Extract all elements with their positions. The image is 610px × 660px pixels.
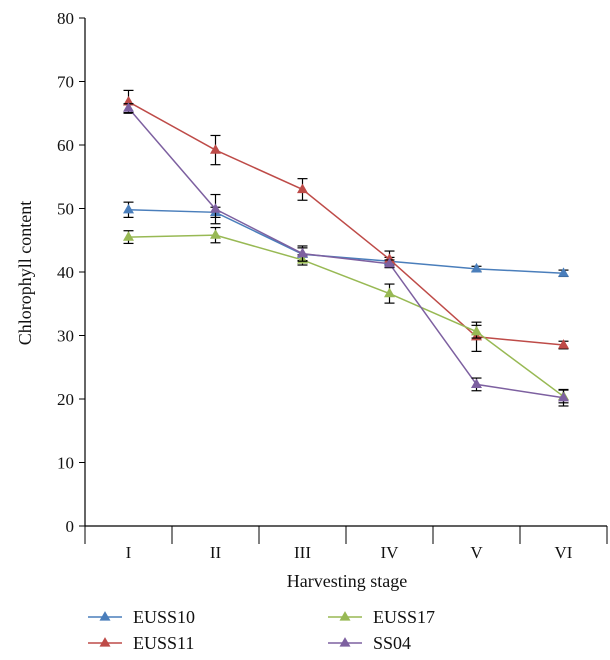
data-point-ss04 — [471, 378, 482, 389]
x-tick-label: I — [126, 543, 132, 562]
legend-marker — [99, 611, 111, 621]
data-point-ss04 — [123, 102, 134, 112]
data-point-euss10 — [123, 203, 134, 214]
legend-item-euss10: EUSS10 — [88, 607, 195, 627]
series-line-euss11 — [128, 101, 564, 346]
series-line-euss10 — [128, 209, 564, 275]
y-tick-label: 80 — [57, 9, 74, 28]
y-tick-label: 40 — [57, 263, 74, 282]
data-point-euss10 — [558, 267, 569, 277]
data-point-euss10 — [471, 262, 482, 273]
data-point-euss11 — [297, 183, 308, 194]
y-tick-label: 0 — [66, 517, 75, 536]
data-point-ss04 — [210, 203, 221, 213]
x-tick-label: IV — [381, 543, 400, 562]
legend-item-euss11: EUSS11 — [88, 633, 194, 653]
data-point-euss17 — [210, 229, 221, 239]
series-line-euss17 — [128, 234, 564, 398]
x-tick-label: III — [294, 543, 311, 562]
y-tick-label: 70 — [57, 73, 74, 92]
legend-marker — [99, 637, 111, 647]
data-point-ss04 — [384, 257, 395, 268]
legend-label: EUSS10 — [133, 607, 195, 627]
series-line-ss04 — [127, 107, 564, 399]
series-euss17 — [123, 226, 569, 404]
y-tick-label: 50 — [57, 200, 74, 219]
data-point-ss04 — [558, 391, 569, 402]
series-ss04 — [123, 102, 569, 407]
series-euss10 — [123, 201, 569, 278]
data-point-euss17 — [384, 287, 395, 298]
y-tick-label: 20 — [57, 390, 74, 409]
x-tick-label: VI — [555, 543, 573, 562]
y-axis-title: Chlorophyll content — [15, 201, 35, 345]
series-euss11 — [123, 89, 569, 352]
x-tick-label: II — [210, 543, 222, 562]
legend-marker — [339, 611, 351, 621]
data-point-euss11 — [558, 339, 569, 349]
data-point-ss04 — [297, 247, 308, 258]
data-point-euss17 — [123, 231, 134, 241]
legend-label: EUSS17 — [373, 607, 435, 627]
legend-item-euss17: EUSS17 — [328, 607, 435, 627]
series-layer — [123, 89, 569, 407]
legend-item-ss04: SS04 — [328, 633, 411, 653]
data-point-euss11 — [210, 144, 221, 154]
data-point-euss11 — [123, 95, 134, 106]
y-tick-label: 10 — [57, 454, 74, 473]
legend-marker — [339, 637, 351, 647]
legend-label: EUSS11 — [133, 633, 194, 653]
data-point-euss17 — [471, 325, 482, 336]
legend-label: SS04 — [373, 633, 411, 653]
x-tick-label: V — [470, 543, 483, 562]
legend: EUSS10 EUSS17 EUSS11 SS04 — [88, 607, 435, 653]
y-tick-label: 60 — [57, 136, 74, 155]
y-tick-label: 30 — [57, 327, 74, 346]
x-axis-title: Harvesting stage — [287, 571, 407, 591]
